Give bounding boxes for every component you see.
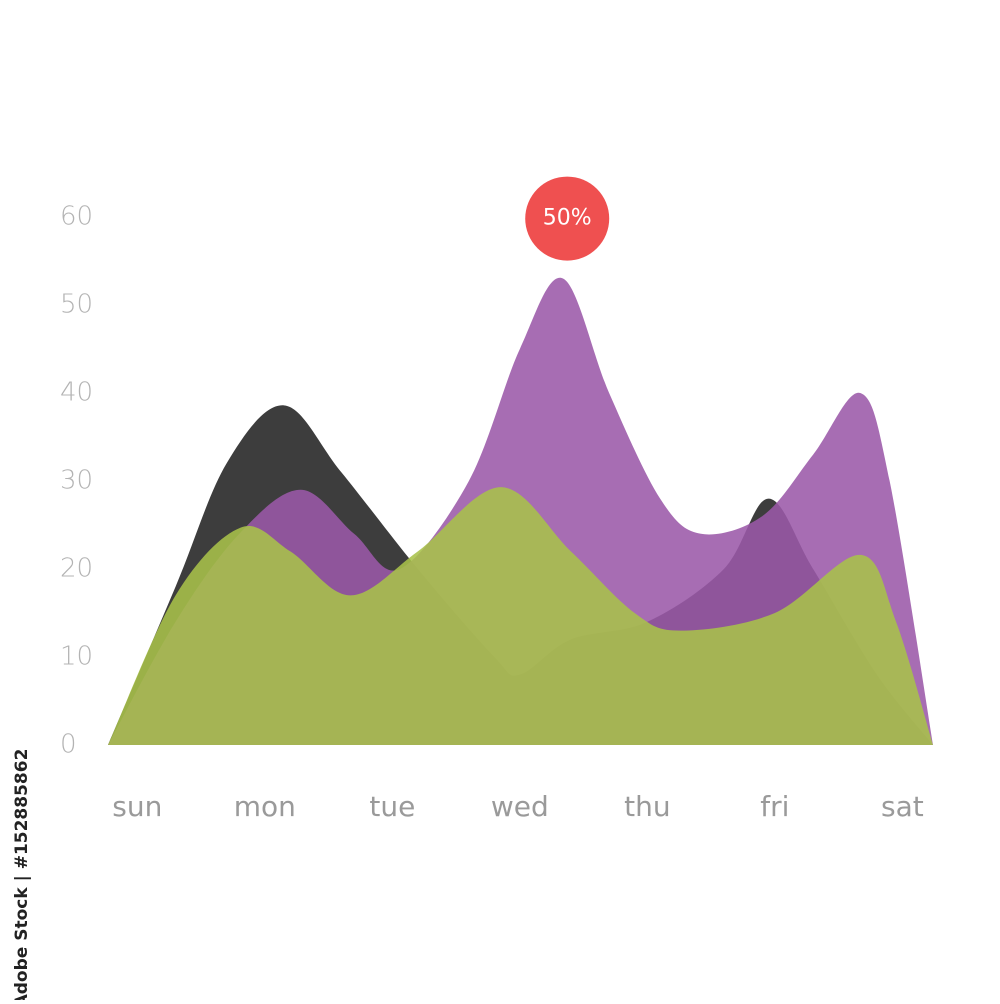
area: [108, 487, 933, 745]
y-tick-label: 40: [60, 378, 93, 408]
x-tick-label: fri: [760, 790, 789, 823]
x-tick-label: mon: [234, 790, 296, 823]
y-tick-label: 10: [60, 642, 93, 672]
x-tick-label: tue: [369, 790, 415, 823]
y-tick-label: 50: [60, 290, 93, 320]
y-tick-label: 30: [60, 466, 93, 496]
x-tick-label: sun: [112, 790, 162, 823]
y-tick-label: 0: [60, 730, 77, 760]
annotation-badge: [525, 176, 610, 261]
annotation: 50%: [543, 206, 592, 231]
watermark: Adobe Stock | #152885862: [12, 749, 32, 1000]
x-tick-label: thu: [624, 790, 670, 823]
x-tick-label: sat: [881, 790, 924, 823]
y-tick-label: 20: [60, 554, 93, 584]
y-tick-label: 60: [60, 202, 93, 232]
x-tick-label: wed: [491, 790, 549, 823]
